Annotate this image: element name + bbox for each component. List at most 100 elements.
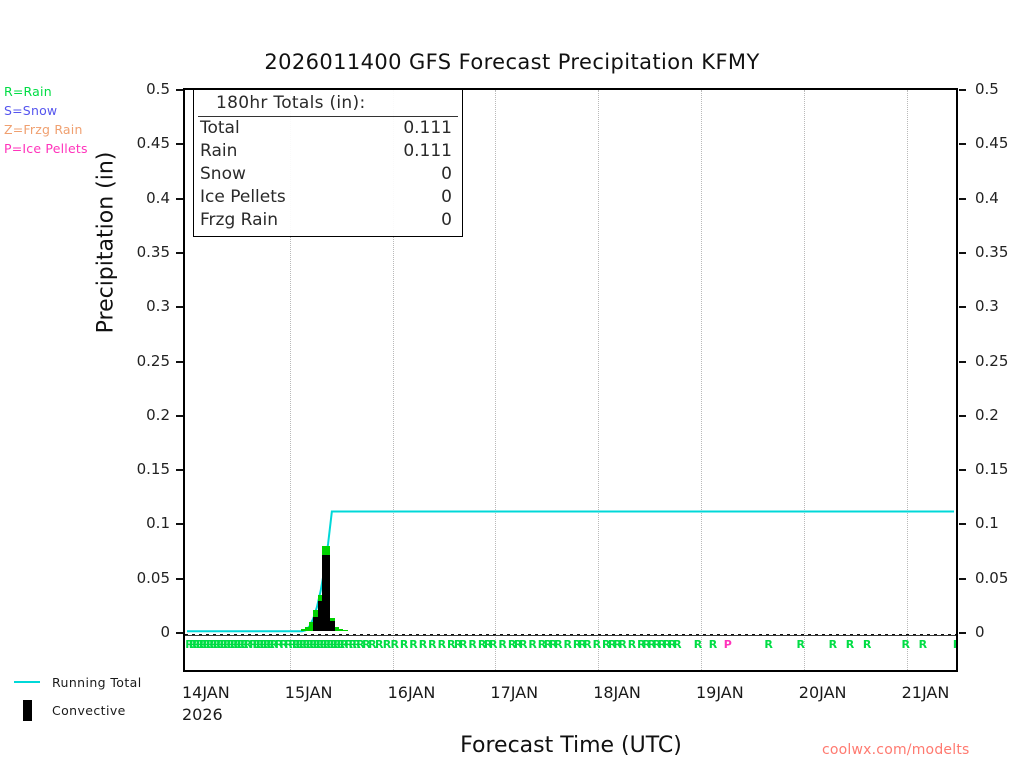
precip-type-letter-R: R (236, 638, 246, 651)
precip-type-letter-R: R (344, 638, 354, 651)
y-tick-label-left-0.4: 0.4 (146, 188, 170, 207)
precip-type-letter-R: R (428, 638, 437, 651)
precip-type-letter-R: R (188, 638, 198, 651)
y-tick-label-right-0.25: 0.25 (975, 351, 1009, 370)
precip-type-letter-R: R (243, 638, 253, 651)
x-tick-label-19JAN: 19JAN (696, 683, 744, 702)
y-tick-mark-right (959, 523, 966, 526)
precip-type-letter-R: R (627, 638, 637, 651)
bar-total (339, 628, 344, 631)
precip-type-letter-R: R (305, 638, 315, 651)
legend-label-convective: Convective (52, 702, 126, 718)
precip-type-letter-R: R (382, 638, 392, 651)
legend-row-convective: Convective (14, 696, 142, 724)
totals-value-frzg-rain: 0 (441, 210, 452, 230)
precip-type-letter-R: R (212, 638, 222, 651)
legend-item-ice-pellets: P=Ice Pellets (4, 141, 88, 156)
precip-type-letter-R: R (513, 638, 523, 651)
precip-type-letter-R: R (375, 638, 384, 651)
precip-type-letter-R: R (291, 638, 301, 651)
precip-type-letter-R: R (673, 638, 682, 651)
precip-type-letter-R: R (477, 638, 487, 651)
precip-type-letter-R: R (458, 638, 468, 651)
totals-value-rain: 0.111 (403, 141, 452, 161)
precip-type-letter-R: R (249, 638, 258, 651)
precip-type-letter-R: R (319, 638, 328, 651)
legend-item-snow: S=Snow (4, 103, 58, 118)
x-tick-label-18JAN: 18JAN (593, 683, 641, 702)
y-tick-mark-left (176, 197, 183, 200)
precip-type-letter-R: R (356, 638, 365, 651)
precip-type-letter-R: R (498, 638, 507, 651)
gridline-18JAN (598, 90, 600, 670)
precip-type-letter-R: R (418, 638, 428, 651)
bar-total (334, 626, 340, 631)
precip-type-letter-R: R (583, 638, 592, 651)
precip-type-letter-R: R (339, 638, 349, 651)
precip-type-letter-R: R (468, 638, 477, 651)
y-tick-mark-left (176, 89, 183, 91)
x-axis-year-label: 2026 (182, 705, 223, 724)
precip-type-letter-R: R (668, 638, 677, 651)
y-tick-mark-left (176, 523, 183, 526)
y-tick-mark-left (176, 469, 183, 472)
y-tick-label-right-0.45: 0.45 (975, 134, 1009, 153)
y-tick-mark-right (959, 632, 966, 634)
precip-type-letter-R: R (229, 638, 239, 651)
precip-type-letter-R: R (192, 638, 201, 651)
precip-type-letter-R: R (279, 638, 288, 651)
precip-type-letter-R: R (259, 638, 268, 651)
y-tick-mark-left (176, 414, 183, 417)
precip-type-letter-R: R (543, 638, 553, 651)
precip-type-letter-R: R (288, 638, 297, 651)
gridline-21JAN (906, 90, 908, 670)
precip-type-letter-R: R (637, 638, 646, 651)
gridline-20JAN (803, 90, 805, 670)
x-tick-label-15JAN: 15JAN (284, 683, 333, 702)
gridline-19JAN (701, 90, 702, 670)
precip-type-letter-R: R (262, 638, 272, 651)
y-tick-label-right-0.15: 0.15 (975, 460, 1009, 479)
y-tick-mark-right (959, 89, 966, 91)
bar-convective (313, 616, 318, 631)
running-total-polyline (186, 510, 955, 633)
precip-type-letter-R: R (918, 638, 928, 651)
precip-type-letter-R: R (901, 638, 910, 651)
bar-convective (326, 554, 331, 631)
precip-type-letter-R: R (326, 638, 335, 651)
precip-type-letter-R: R (240, 638, 249, 651)
y-tick-label-left-0.1: 0.1 (146, 514, 170, 533)
totals-row-ice-pellets: Ice Pellets 0 (198, 186, 458, 209)
y-tick-label-left-0.25: 0.25 (136, 351, 170, 370)
gridline-17JAN (495, 90, 497, 670)
precip-type-letter-R: R (613, 638, 622, 651)
precip-type-letter-R: R (198, 638, 208, 651)
bar-total (343, 629, 348, 631)
legend-item-frzg-rain: Z=Frzg Rain (4, 122, 83, 137)
precip-type-letter-R: R (352, 638, 361, 651)
x-tick-label-20JAN: 20JAN (798, 683, 847, 702)
precip-type-letter-R: R (302, 638, 311, 651)
y-tick-label-right-0.1: 0.1 (975, 514, 999, 533)
precip-type-letter-R: R (828, 638, 838, 651)
precip-type-letter-R: R (662, 638, 672, 651)
precip-type-letter-R: R (362, 638, 371, 651)
totals-label-total: Total (200, 118, 240, 138)
y-tick-mark-right (959, 306, 966, 309)
precip-type-letter-R: R (252, 638, 262, 651)
precip-type-letter-R: R (437, 638, 447, 651)
precip-type-letter-R: R (563, 638, 572, 651)
precip-type-letter-R: R (537, 638, 547, 651)
precip-type-letter-R: R (548, 638, 558, 651)
precip-type-letter-R: R (953, 638, 956, 652)
precip-type-letter-R: R (322, 638, 332, 651)
series-legend: Running Total Convective (14, 668, 142, 724)
y-tick-mark-right (959, 577, 966, 580)
totals-row-rain: Rain 0.111 (198, 140, 458, 163)
precip-type-letter-R: R (647, 638, 656, 651)
watermark: coolwx.com/modelts (822, 742, 970, 758)
totals-row-snow: Snow 0 (198, 163, 458, 186)
precip-type-letter-R: R (274, 638, 284, 651)
precip-type-letter-R: R (483, 638, 493, 651)
